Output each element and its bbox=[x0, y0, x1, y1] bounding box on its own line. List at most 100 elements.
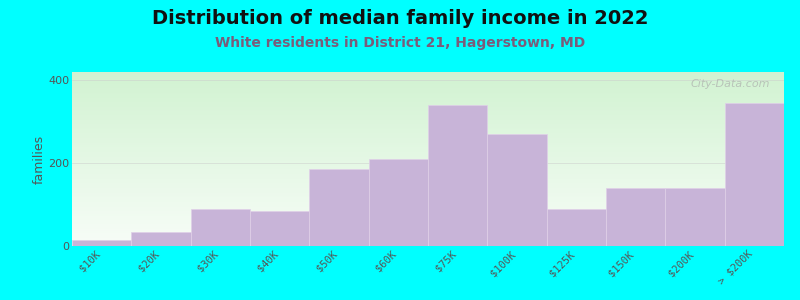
Bar bbox=[72, 230, 784, 231]
Bar bbox=[72, 153, 784, 154]
Bar bbox=[72, 136, 784, 137]
Bar bbox=[72, 115, 784, 116]
Bar bbox=[606, 188, 666, 246]
Bar bbox=[72, 127, 784, 128]
Bar bbox=[72, 103, 784, 104]
Bar bbox=[72, 138, 784, 139]
Bar bbox=[72, 100, 784, 101]
Bar bbox=[72, 216, 784, 217]
Bar bbox=[72, 173, 784, 174]
Bar bbox=[72, 86, 784, 87]
Bar bbox=[72, 219, 784, 220]
Bar bbox=[72, 159, 784, 160]
Bar bbox=[72, 151, 784, 152]
Bar bbox=[72, 186, 784, 187]
Bar bbox=[725, 103, 784, 246]
Bar bbox=[72, 157, 784, 158]
Bar bbox=[72, 104, 784, 106]
Bar bbox=[72, 122, 784, 123]
Bar bbox=[72, 132, 784, 134]
Bar bbox=[72, 234, 784, 236]
Text: City-Data.com: City-Data.com bbox=[690, 79, 770, 89]
Bar bbox=[72, 129, 784, 130]
Bar bbox=[72, 202, 784, 203]
Bar bbox=[72, 198, 784, 200]
Bar bbox=[72, 166, 784, 167]
Bar bbox=[72, 73, 784, 74]
Bar bbox=[72, 99, 784, 100]
Bar bbox=[72, 87, 784, 88]
Bar bbox=[546, 209, 606, 246]
Bar bbox=[72, 184, 784, 186]
Bar bbox=[72, 206, 784, 207]
Bar bbox=[72, 214, 784, 215]
Bar bbox=[72, 120, 784, 121]
Bar bbox=[72, 212, 784, 214]
Bar bbox=[72, 182, 784, 183]
Bar bbox=[72, 123, 784, 124]
Bar bbox=[72, 176, 784, 178]
Bar bbox=[72, 117, 784, 119]
Bar bbox=[72, 72, 784, 73]
Text: Distribution of median family income in 2022: Distribution of median family income in … bbox=[152, 9, 648, 28]
Bar bbox=[190, 209, 250, 246]
Bar bbox=[250, 211, 310, 246]
Bar bbox=[72, 80, 784, 81]
Bar bbox=[72, 245, 784, 246]
Bar bbox=[72, 142, 784, 143]
Bar bbox=[72, 229, 784, 230]
Bar bbox=[72, 167, 784, 168]
Bar bbox=[72, 82, 784, 84]
Bar bbox=[72, 180, 784, 181]
Bar bbox=[72, 240, 784, 242]
Bar bbox=[72, 227, 784, 229]
Bar bbox=[72, 91, 784, 92]
Bar bbox=[72, 179, 784, 180]
Bar bbox=[72, 158, 784, 159]
Bar bbox=[72, 124, 784, 125]
Bar bbox=[72, 112, 784, 114]
Bar bbox=[72, 130, 784, 131]
Bar bbox=[72, 238, 784, 239]
Bar bbox=[72, 137, 784, 138]
Bar bbox=[131, 232, 190, 246]
Bar bbox=[72, 226, 784, 227]
Bar bbox=[72, 236, 784, 237]
Bar bbox=[72, 194, 784, 195]
Y-axis label: families: families bbox=[32, 134, 46, 184]
Bar bbox=[72, 155, 784, 157]
Bar bbox=[72, 110, 784, 111]
Bar bbox=[72, 237, 784, 238]
Bar bbox=[72, 148, 784, 150]
Bar bbox=[72, 116, 784, 117]
Bar bbox=[72, 168, 784, 169]
Bar bbox=[428, 105, 487, 246]
Bar bbox=[72, 183, 784, 184]
Bar bbox=[72, 195, 784, 196]
Bar bbox=[72, 95, 784, 96]
Bar bbox=[72, 121, 784, 122]
Bar bbox=[72, 172, 784, 173]
Bar bbox=[72, 134, 784, 135]
Bar bbox=[72, 174, 784, 175]
Bar bbox=[72, 175, 784, 176]
Bar bbox=[72, 231, 784, 232]
Bar bbox=[72, 201, 784, 202]
Bar bbox=[72, 239, 784, 240]
Bar bbox=[72, 187, 784, 188]
Bar bbox=[72, 163, 784, 164]
Bar bbox=[72, 114, 784, 115]
Bar bbox=[72, 107, 784, 108]
Bar bbox=[72, 111, 784, 112]
Bar bbox=[72, 189, 784, 190]
Bar bbox=[72, 84, 784, 85]
Bar bbox=[72, 102, 784, 103]
Bar bbox=[72, 109, 784, 110]
Bar bbox=[72, 154, 784, 155]
Bar bbox=[72, 76, 784, 78]
Bar bbox=[72, 150, 784, 151]
Bar bbox=[72, 94, 784, 95]
Bar bbox=[666, 188, 725, 246]
Bar bbox=[72, 193, 784, 194]
Bar bbox=[72, 131, 784, 132]
